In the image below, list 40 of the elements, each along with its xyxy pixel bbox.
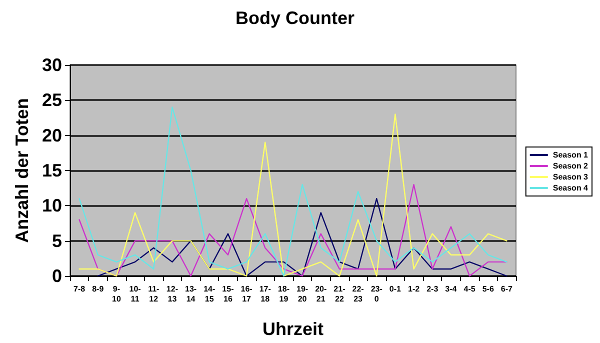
legend-label: Season 2 bbox=[552, 162, 589, 170]
x-tick-label: 4-5 bbox=[464, 284, 476, 294]
x-tick-label: 0-1 bbox=[389, 284, 402, 294]
x-tick-label: 2-3 bbox=[426, 284, 439, 294]
x-tick-label: 11-12 bbox=[148, 284, 160, 304]
x-tick-label: 12-13 bbox=[166, 284, 178, 304]
x-tick-label: 21-22 bbox=[334, 284, 346, 304]
y-tick-label: 5 bbox=[52, 230, 62, 251]
x-tick-label: 13-14 bbox=[185, 284, 197, 304]
y-axis-title: Anzahl der Toten bbox=[12, 98, 32, 243]
x-tick-label: 3-4 bbox=[445, 284, 458, 294]
chart-title: Body Counter bbox=[236, 8, 354, 28]
y-tick-label: 30 bbox=[42, 55, 62, 75]
legend-label: Season 1 bbox=[552, 150, 589, 160]
x-tick-label: 20-21 bbox=[315, 284, 327, 304]
y-tick-label: 25 bbox=[42, 90, 62, 110]
x-tick-label: 16-17 bbox=[240, 284, 253, 304]
x-axis-title: Uhrzeit bbox=[262, 319, 324, 339]
line-series bbox=[97, 198, 508, 277]
x-tick-label: 7-8 bbox=[74, 284, 86, 294]
y-tick-label: 0 bbox=[52, 266, 62, 286]
x-tick-label: 10-11 bbox=[129, 284, 142, 304]
x-tick-label: 14-15 bbox=[204, 284, 216, 304]
x-tick-label: 17-18 bbox=[259, 284, 272, 304]
y-tick-label: 10 bbox=[42, 196, 62, 216]
x-tick-label: 9-10 bbox=[112, 284, 122, 304]
x-tick-label: 23-0 bbox=[370, 284, 383, 304]
y-tick-label: 20 bbox=[42, 125, 62, 146]
x-tick-label: 1-2 bbox=[408, 284, 420, 294]
legend-label: Season 3 bbox=[552, 172, 589, 182]
line-series bbox=[78, 184, 508, 277]
x-tick-label: 6-7 bbox=[500, 284, 514, 294]
x-tick-label: 22-23 bbox=[352, 284, 364, 304]
x-tick-label: 5-6 bbox=[482, 284, 494, 294]
x-tick-label: 19-20 bbox=[296, 284, 308, 304]
x-tick-label: 15-16 bbox=[222, 284, 234, 304]
x-tick-label: 8-9 bbox=[92, 284, 104, 294]
legend-label: Season 4 bbox=[552, 184, 589, 192]
x-tick-label: 18-19 bbox=[278, 284, 290, 304]
y-tick-label: 15 bbox=[42, 160, 62, 180]
